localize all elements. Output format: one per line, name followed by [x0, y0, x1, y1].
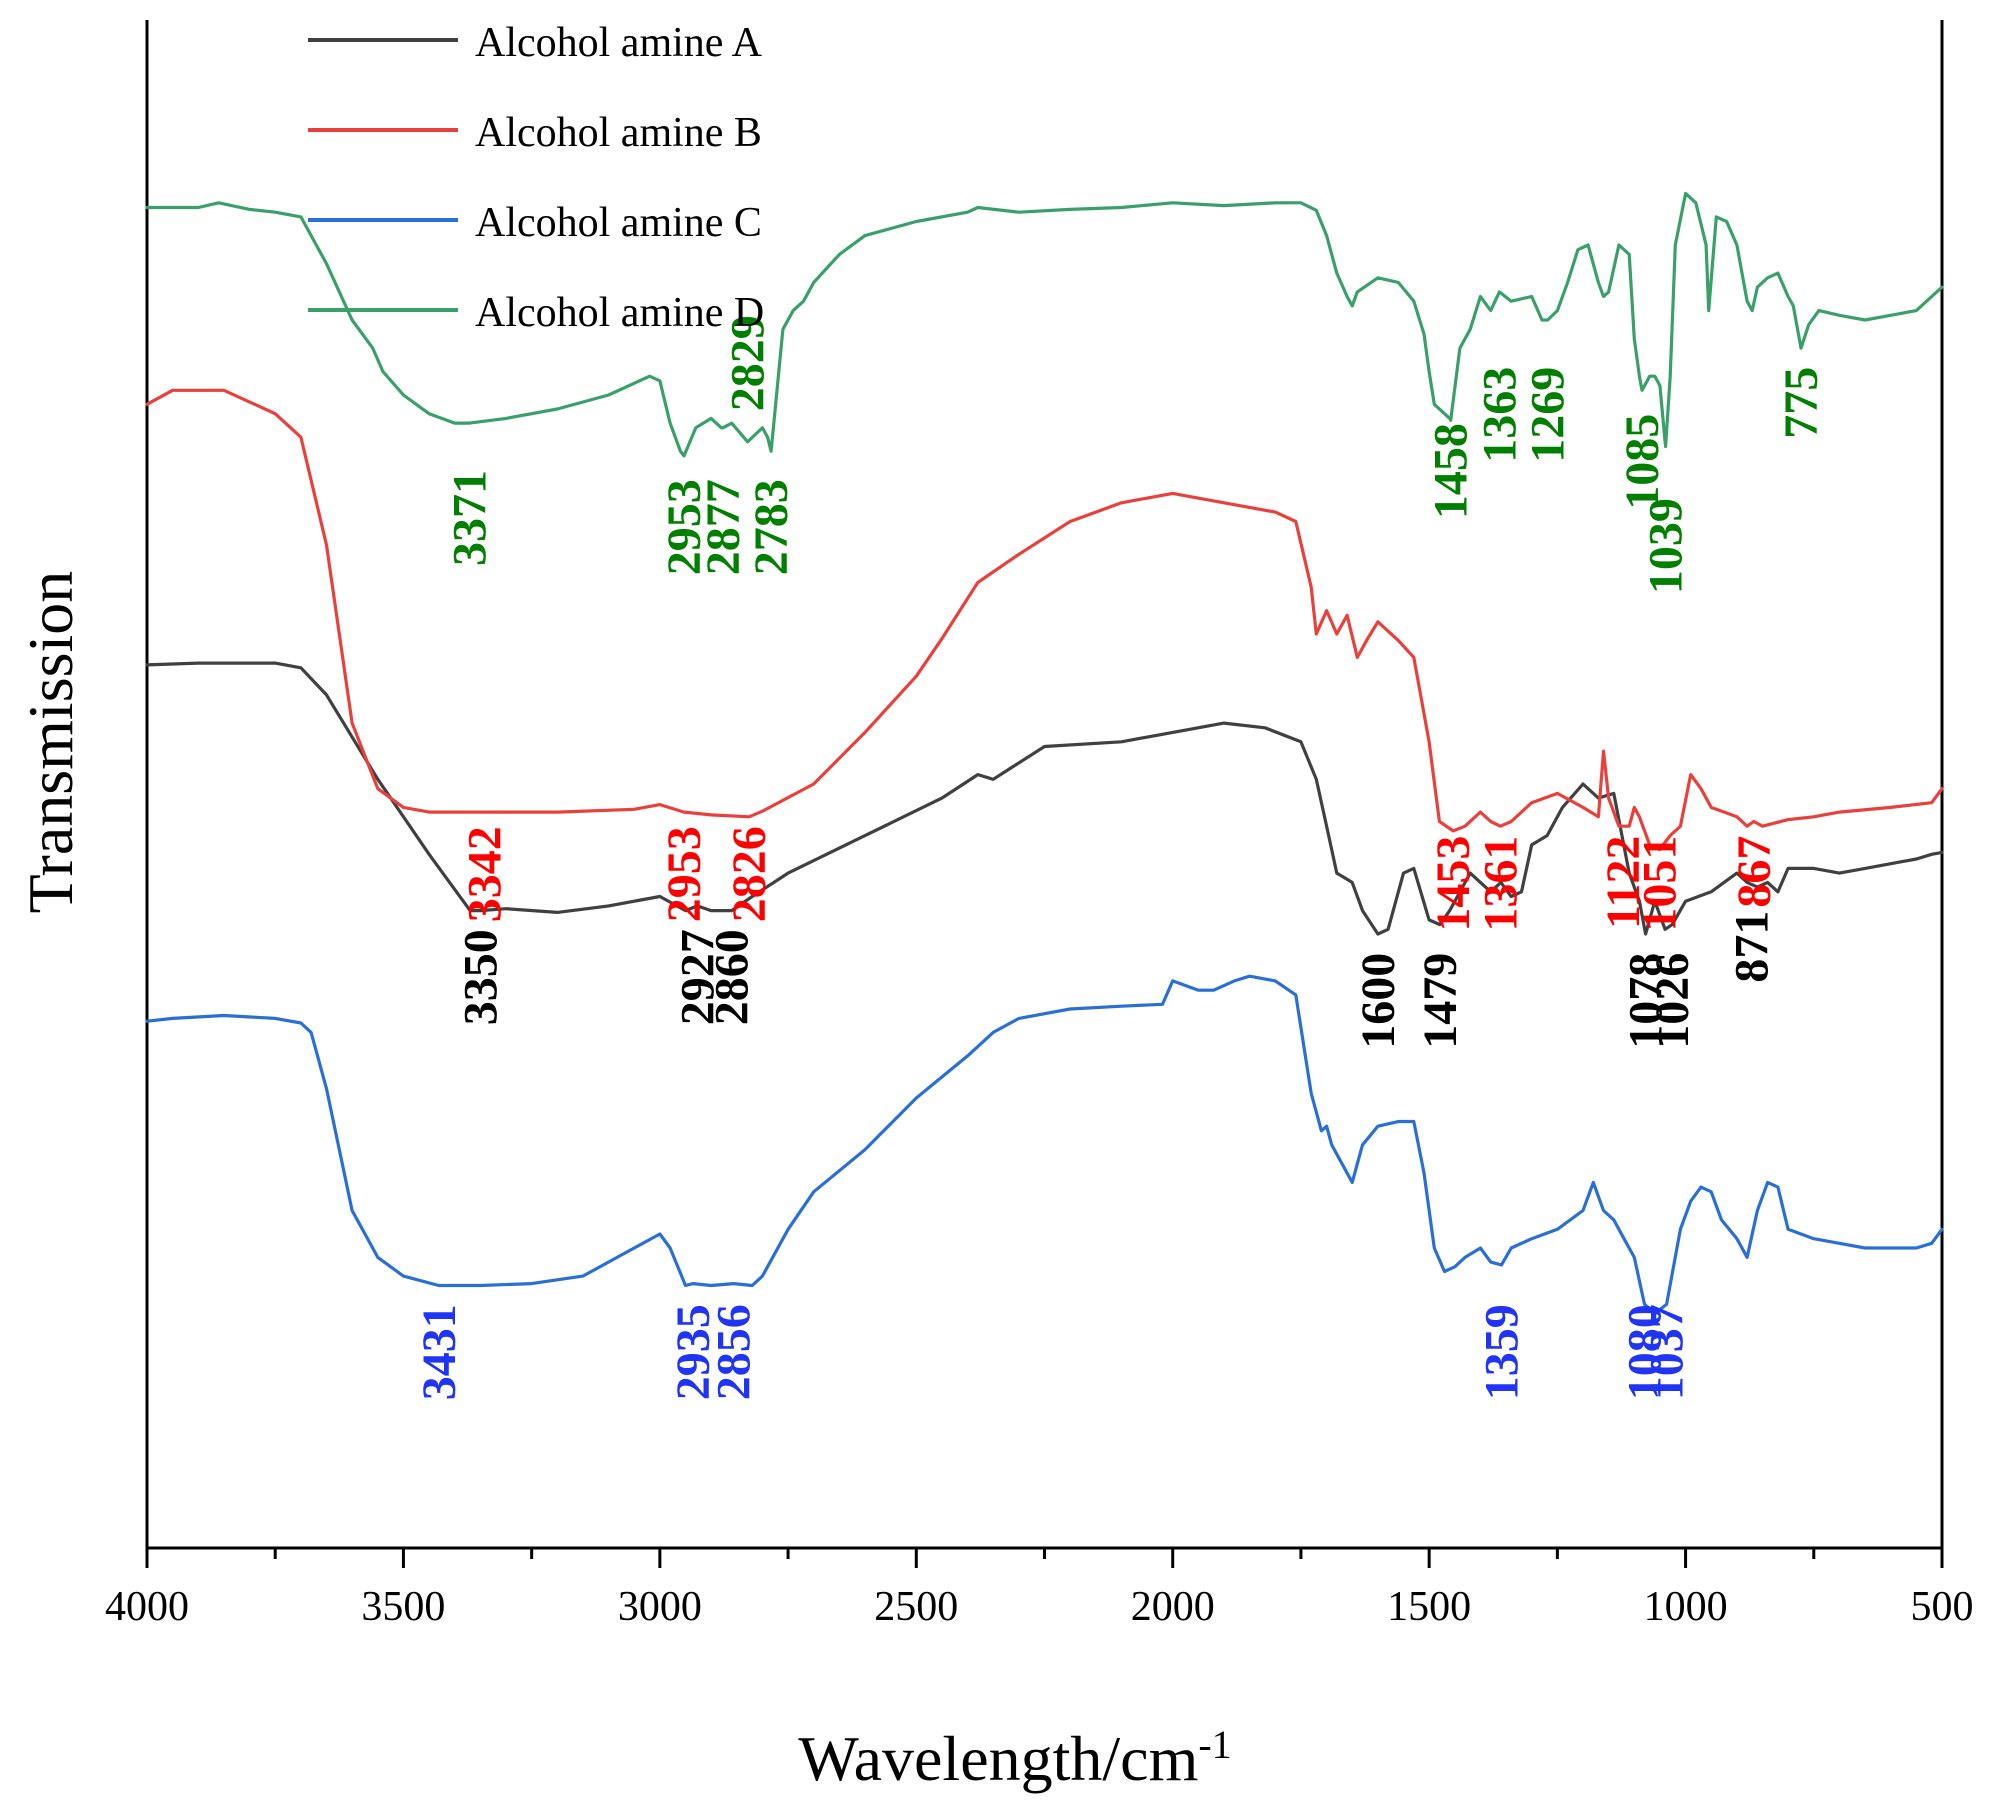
x-axis-label: Wavelength/cm-1 — [798, 1722, 1231, 1795]
peak-label: 775 — [1775, 367, 1828, 439]
peak-label: 1363 — [1473, 367, 1526, 463]
peak-label: 1269 — [1522, 367, 1575, 463]
peak-label: 1078 — [1620, 953, 1673, 1049]
peak-label: 3350 — [454, 929, 507, 1025]
legend-label: Alcohol amine C — [475, 200, 762, 246]
legend-label: Alcohol amine A — [475, 20, 763, 66]
peak-label: 1479 — [1414, 953, 1467, 1049]
legend: Alcohol amine A Alcohol amine B Alcohol am… — [308, 20, 764, 336]
x-tick-label: 500 — [1911, 1584, 1974, 1630]
y-axis-label: Transmission — [15, 571, 86, 914]
x-tick-label: 3500 — [361, 1584, 445, 1630]
plot-axes: 4000 3500 3000 2500 2000 1500 1000 500 — [105, 20, 1974, 1630]
legend-label: Alcohol amine D — [475, 290, 764, 336]
axis-labels: Transmission Wavelength/cm-1 — [15, 571, 1232, 1794]
peak-label: 1600 — [1352, 953, 1405, 1049]
peak-label: 2856 — [708, 1304, 761, 1400]
peak-label: 1080 — [1619, 1304, 1672, 1400]
peak-label: 3371 — [444, 470, 497, 566]
peak-label: 1453 — [1427, 836, 1480, 932]
peak-label: 1051 — [1633, 836, 1686, 932]
peak-label: 1037 — [1641, 1304, 1694, 1400]
peak-label: 2877 — [697, 479, 750, 575]
series-line-alcohol-amine-a — [145, 661, 1944, 936]
peak-label: 2829 — [722, 315, 775, 411]
peak-label: 1039 — [1640, 498, 1693, 594]
peak-label: 3431 — [413, 1304, 466, 1400]
peak-label: 2935 — [667, 1304, 720, 1400]
peak-label: 1122 — [1597, 836, 1650, 929]
x-tick-label: 2000 — [1131, 1584, 1215, 1630]
x-tick-label: 1500 — [1387, 1584, 1471, 1630]
x-tick-label: 4000 — [105, 1584, 189, 1630]
peak-label: 871 — [1726, 911, 1779, 983]
x-tick-label: 2500 — [874, 1584, 958, 1630]
series-line-alcohol-amine-b — [145, 388, 1944, 852]
x-axis-label-superscript: -1 — [1198, 1722, 1231, 1767]
peak-label: 1359 — [1476, 1304, 1529, 1400]
peak-label: 2783 — [745, 479, 798, 575]
peak-label: 2927 — [671, 929, 724, 1025]
peak-label: 1085 — [1616, 414, 1669, 510]
x-tick-label: 3000 — [618, 1584, 702, 1630]
spectra-curves — [145, 191, 1944, 1316]
legend-label: Alcohol amine B — [475, 110, 762, 156]
peak-label: 2860 — [706, 929, 759, 1025]
peak-label: 2953 — [658, 826, 711, 922]
peak-label: 1458 — [1425, 423, 1478, 519]
peak-label: 2826 — [723, 826, 776, 922]
peak-label: 3342 — [459, 826, 512, 922]
x-axis-label-main: Wavelength/cm — [798, 1723, 1198, 1794]
x-tick-label: 1000 — [1644, 1584, 1728, 1630]
peak-label: 1361 — [1474, 836, 1527, 932]
peak-label: 2953 — [658, 479, 711, 575]
peak-label: 867 — [1728, 836, 1781, 908]
series-line-alcohol-amine-d — [145, 191, 1944, 458]
series-line-alcohol-amine-c — [145, 974, 1944, 1316]
peak-label: 1026 — [1646, 953, 1699, 1049]
